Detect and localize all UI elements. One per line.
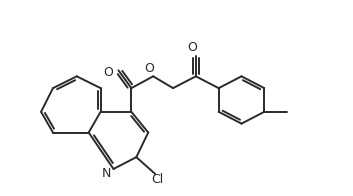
Text: N: N	[102, 167, 111, 180]
Text: O: O	[187, 41, 197, 54]
Text: O: O	[103, 66, 113, 79]
Text: Cl: Cl	[151, 173, 163, 186]
Text: O: O	[144, 62, 154, 75]
